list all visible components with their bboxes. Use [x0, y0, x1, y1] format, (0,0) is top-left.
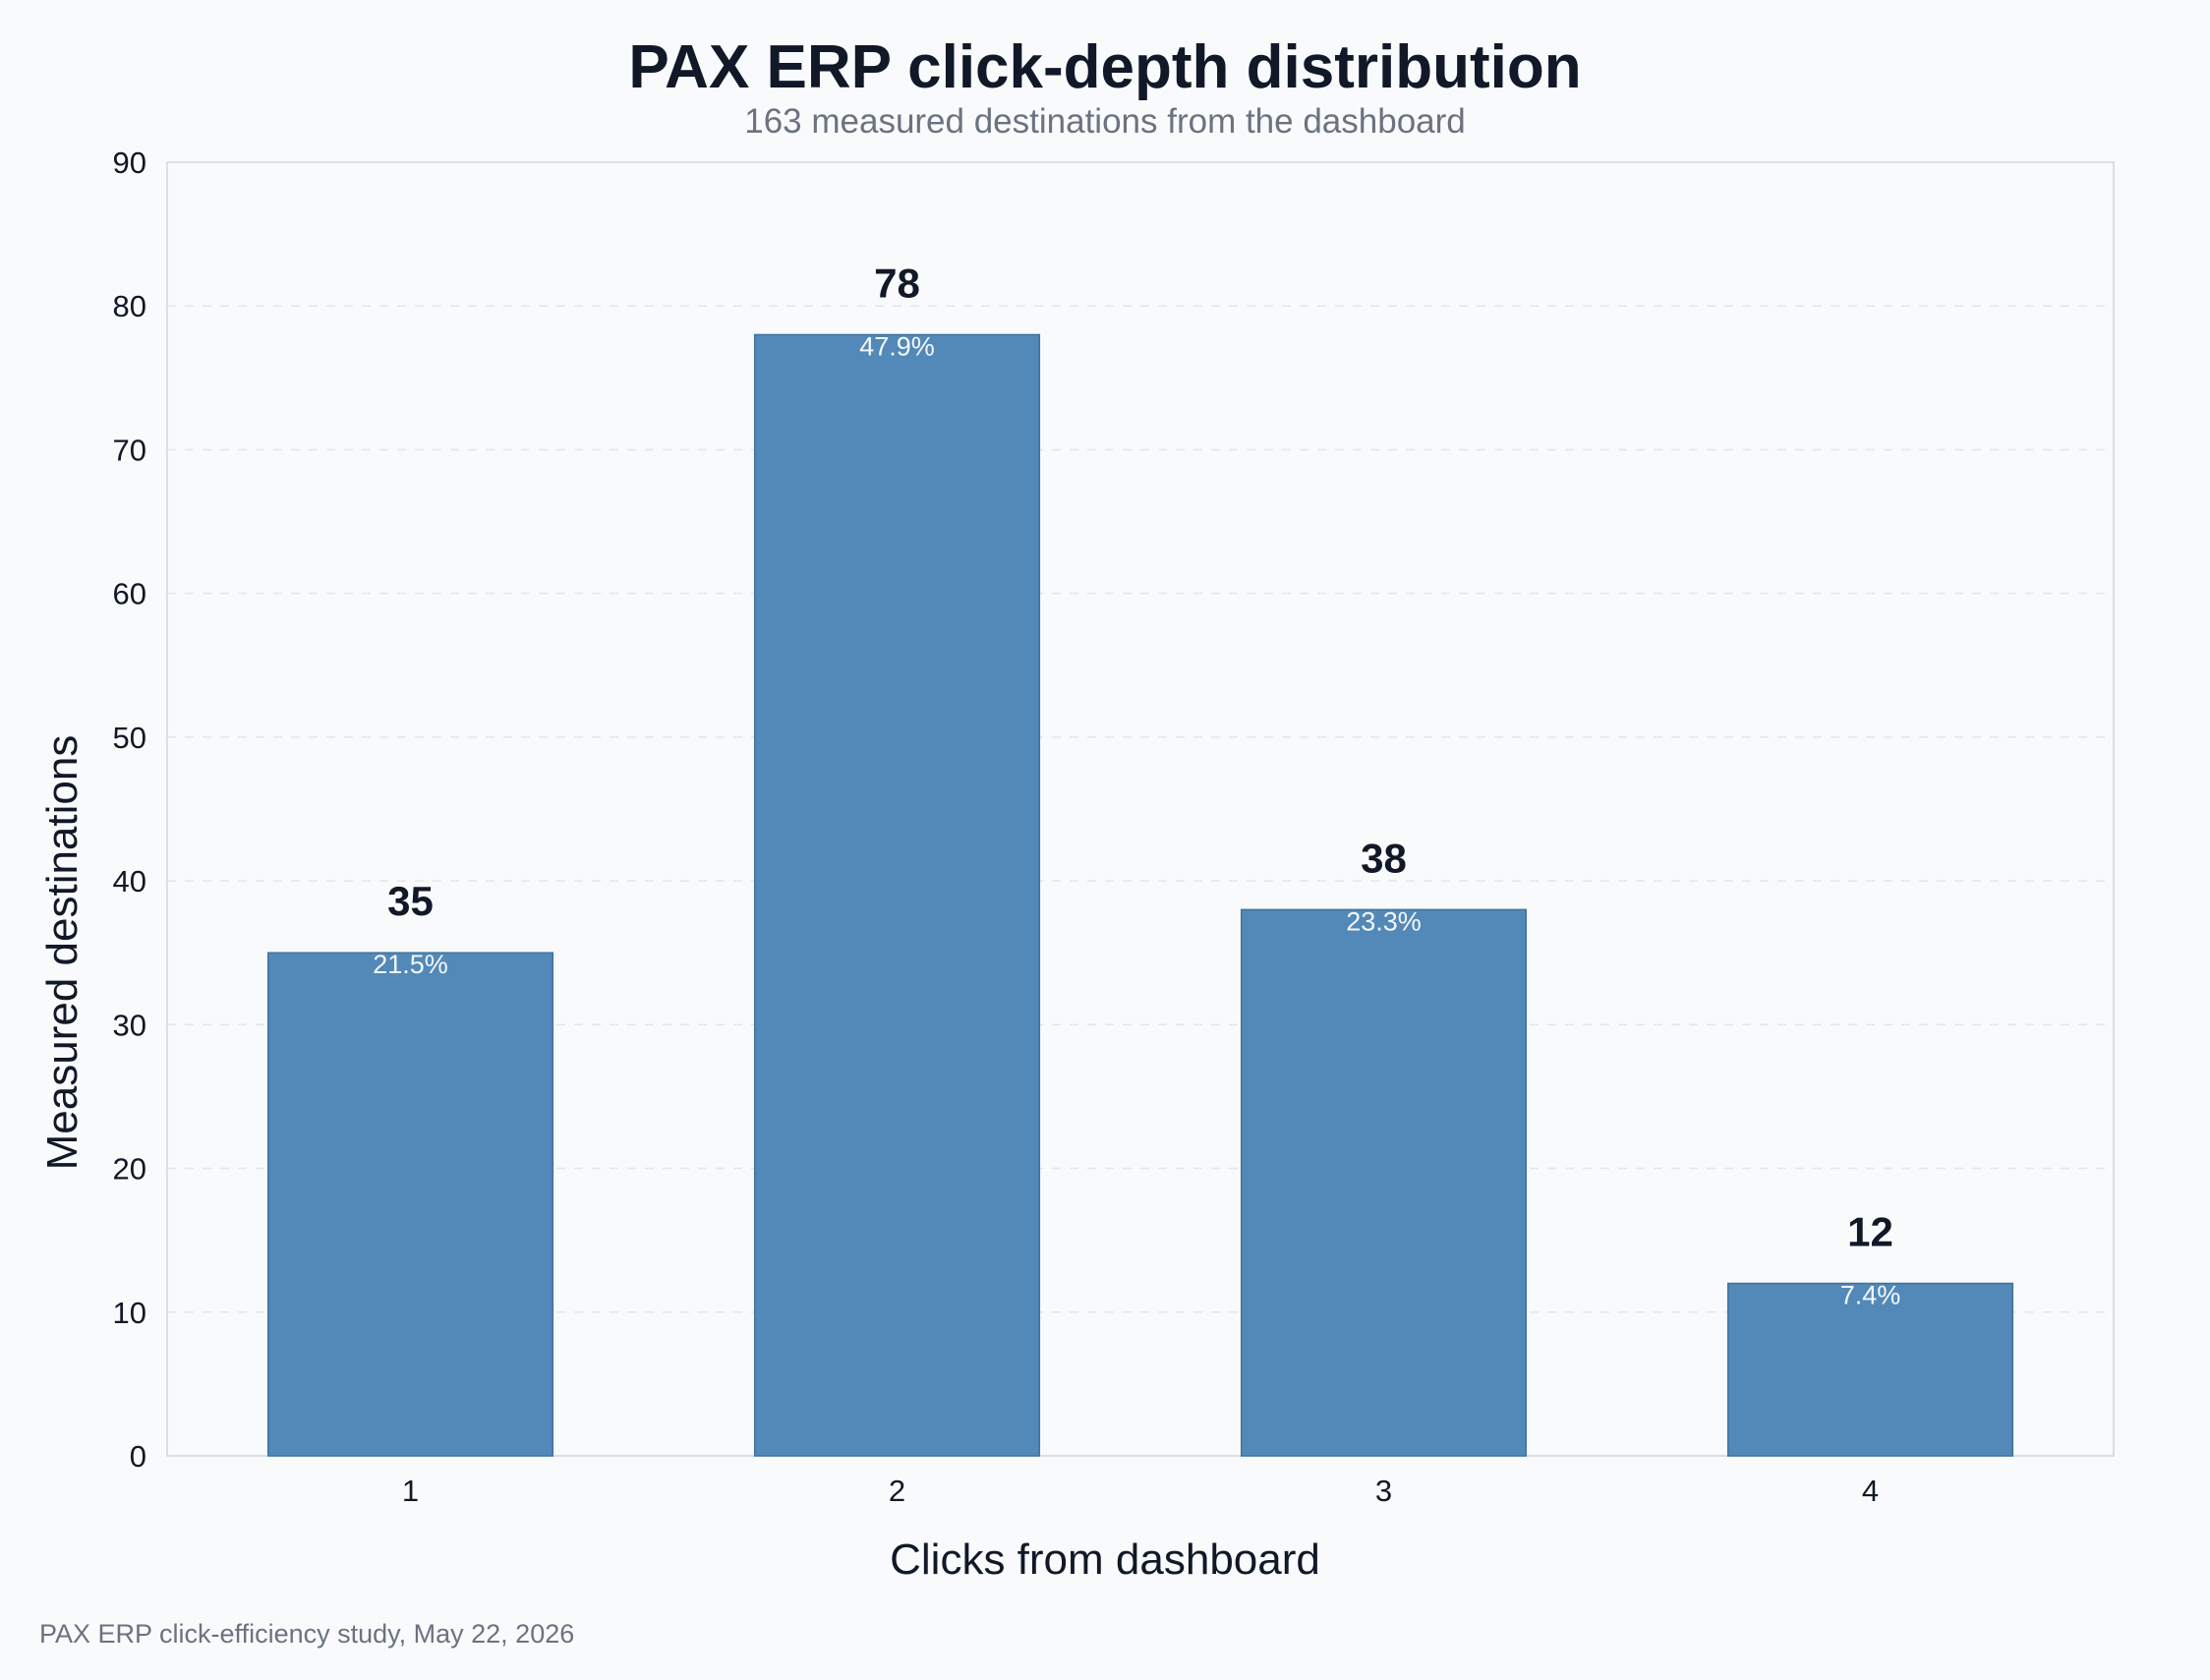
- x-tick-label: 1: [402, 1474, 419, 1508]
- bar-3: [1240, 908, 1528, 1457]
- footer-note: PAX ERP click-efficiency study, May 22, …: [39, 1619, 574, 1649]
- y-tick-label: 70: [113, 433, 146, 467]
- x-axis-ticks: 1 2 3 4: [402, 1474, 1879, 1508]
- percent-label: 21.5%: [373, 950, 448, 979]
- y-tick-label: 80: [113, 289, 146, 323]
- percent-label: 23.3%: [1346, 906, 1422, 936]
- y-tick-label: 90: [113, 145, 146, 180]
- chart-subtitle: 163 measured destinations from the dashb…: [744, 102, 1466, 141]
- percent-label: 7.4%: [1840, 1281, 1901, 1310]
- percent-label: 47.9%: [859, 331, 935, 361]
- bar-2: [753, 333, 1041, 1457]
- y-tick-label: 40: [113, 864, 146, 898]
- y-tick-label: 60: [113, 577, 146, 611]
- bar-4: [1726, 1282, 2014, 1457]
- x-tick-label: 3: [1375, 1474, 1392, 1508]
- y-tick-label: 20: [113, 1152, 146, 1187]
- value-label: 38: [1361, 835, 1407, 881]
- y-tick-label: 50: [113, 721, 146, 755]
- chart-title: PAX ERP click-depth distribution: [628, 33, 1581, 101]
- value-label: 35: [387, 878, 434, 924]
- y-tick-label: 30: [113, 1008, 146, 1042]
- value-label: 12: [1847, 1209, 1893, 1255]
- bars: [266, 333, 2014, 1457]
- bar-1: [266, 952, 554, 1457]
- y-tick-label: 0: [130, 1439, 146, 1474]
- value-label: 78: [874, 260, 920, 306]
- data-labels: 35 21.5% 78 47.9% 38 23.3% 12 7.4%: [373, 260, 1900, 1309]
- y-axis-ticks: 0 10 20 30 40 50 60 70 80 90: [113, 145, 146, 1474]
- x-tick-label: 4: [1862, 1474, 1879, 1508]
- y-axis-label: Measured destinations: [38, 735, 87, 1171]
- x-axis-label: Clicks from dashboard: [890, 1535, 1320, 1584]
- x-tick-label: 2: [889, 1474, 905, 1508]
- y-tick-label: 10: [113, 1296, 146, 1330]
